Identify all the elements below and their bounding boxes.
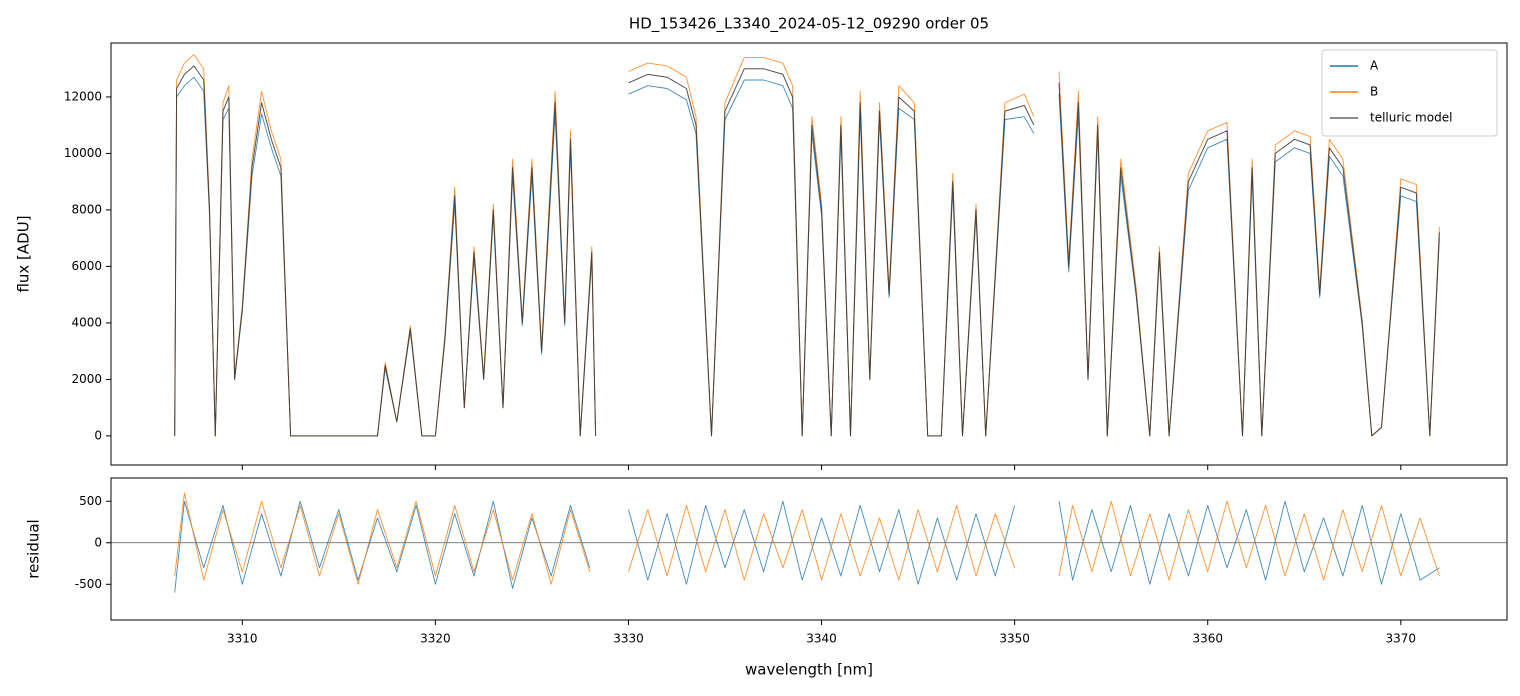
axes-frame [110, 42, 1508, 466]
y-tick-label: 8000 [71, 202, 102, 216]
axes-frame [110, 477, 1508, 621]
series-line [174, 65, 1440, 437]
x-axis-label: wavelength [nm] [745, 661, 873, 679]
series-line [174, 76, 1440, 437]
plot-area [174, 492, 1440, 593]
series-line [174, 500, 1440, 593]
y-tick-label: 0 [94, 535, 102, 549]
x-tick-label: 3330 [613, 632, 644, 646]
y-axis-label: flux [ADU] [15, 215, 33, 292]
x-tick-label: 3350 [999, 632, 1030, 646]
legend-label: A [1370, 59, 1379, 73]
y-tick-label: -500 [75, 577, 102, 591]
x-tick-label: 3370 [1386, 632, 1417, 646]
plot-area [174, 54, 1440, 437]
x-tick-label: 3310 [227, 632, 258, 646]
y-tick-label: 2000 [71, 372, 102, 386]
y-tick-label: 6000 [71, 259, 102, 273]
y-axis-label: residual [25, 519, 43, 578]
legend-label: B [1370, 85, 1378, 99]
x-tick-label: 3320 [420, 632, 451, 646]
chart-title: HD_153426_L3340_2024-05-12_09290 order 0… [629, 15, 989, 34]
y-tick-label: 12000 [64, 89, 102, 103]
y-tick-label: 500 [79, 494, 102, 508]
x-tick-label: 3360 [1192, 632, 1223, 646]
y-tick-label: 0 [94, 428, 102, 442]
legend-label: telluric model [1370, 111, 1452, 125]
y-tick-label: 10000 [64, 146, 102, 160]
y-tick-label: 4000 [71, 315, 102, 329]
legend-box [1321, 49, 1498, 137]
series-line [174, 492, 1440, 585]
x-tick-label: 3340 [806, 632, 837, 646]
